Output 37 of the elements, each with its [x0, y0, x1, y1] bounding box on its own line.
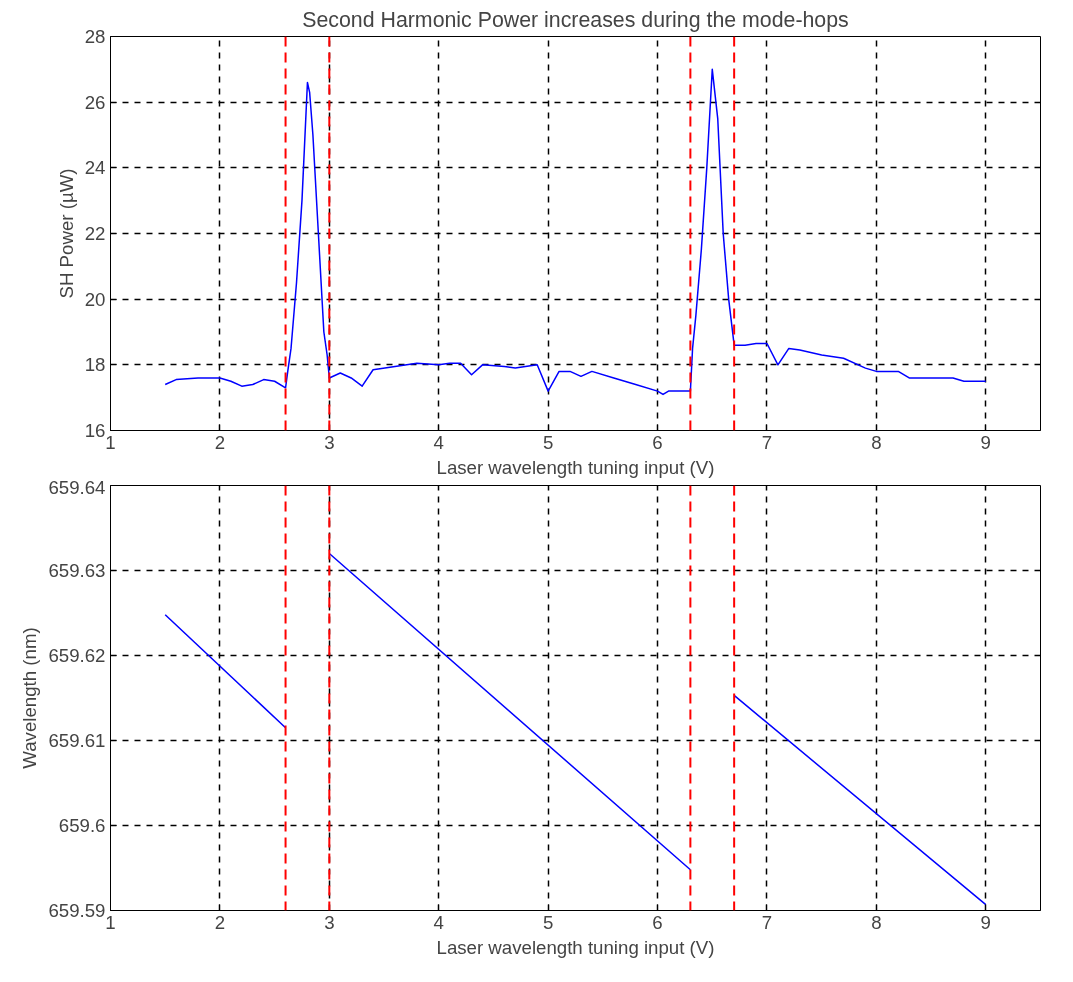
x-tick-label: 3	[324, 911, 335, 933]
x-tick-label: 7	[761, 431, 773, 453]
x-tick-label: 1	[105, 911, 116, 933]
x-tick-label: 6	[652, 431, 663, 453]
y-tick-label: 26	[84, 91, 106, 113]
x-tick-label: 2	[214, 431, 226, 453]
x-tick-label: 4	[433, 911, 444, 933]
x-tick-label: 5	[542, 431, 554, 453]
x-tick-label: 8	[871, 431, 882, 453]
y-axis-title: Wavelength (nm)	[19, 627, 41, 769]
x-axis-title: Laser wavelength tuning input (V)	[436, 456, 715, 478]
x-axis-title: Laser wavelength tuning input (V)	[436, 936, 715, 958]
y-tick-label: 20	[84, 288, 106, 310]
x-tick-label: 3	[324, 431, 335, 453]
x-tick-label: 8	[871, 911, 882, 933]
x-tick-label: 2	[214, 911, 226, 933]
y-tick-label: 659.61	[48, 730, 106, 751]
x-tick-label: 6	[652, 911, 663, 933]
chart-title: Second Harmonic Power increases during the mode-hops	[302, 7, 849, 32]
y-tick-label: 16	[84, 420, 106, 441]
y-tick-label: 24	[84, 157, 106, 179]
y-tick-label: 659.62	[48, 645, 106, 666]
y-tick-label: 659.64	[48, 476, 106, 498]
line-series	[164, 68, 987, 396]
x-tick-label: 1	[105, 431, 116, 453]
x-tick-label: 7	[761, 911, 773, 933]
y-tick-label: 28	[84, 26, 106, 47]
y-tick-label: 22	[84, 223, 106, 244]
y-tick-label: 18	[84, 354, 106, 376]
y-tick-label: 659.63	[48, 560, 106, 581]
y-axis-title: SH Power (µW)	[55, 168, 77, 299]
x-tick-label: 5	[542, 911, 554, 933]
x-tick-label: 9	[980, 911, 991, 933]
y-tick-label: 659.6	[58, 815, 106, 836]
x-tick-label: 9	[980, 431, 991, 453]
y-tick-label: 659.59	[48, 900, 106, 921]
x-tick-label: 4	[433, 431, 444, 453]
